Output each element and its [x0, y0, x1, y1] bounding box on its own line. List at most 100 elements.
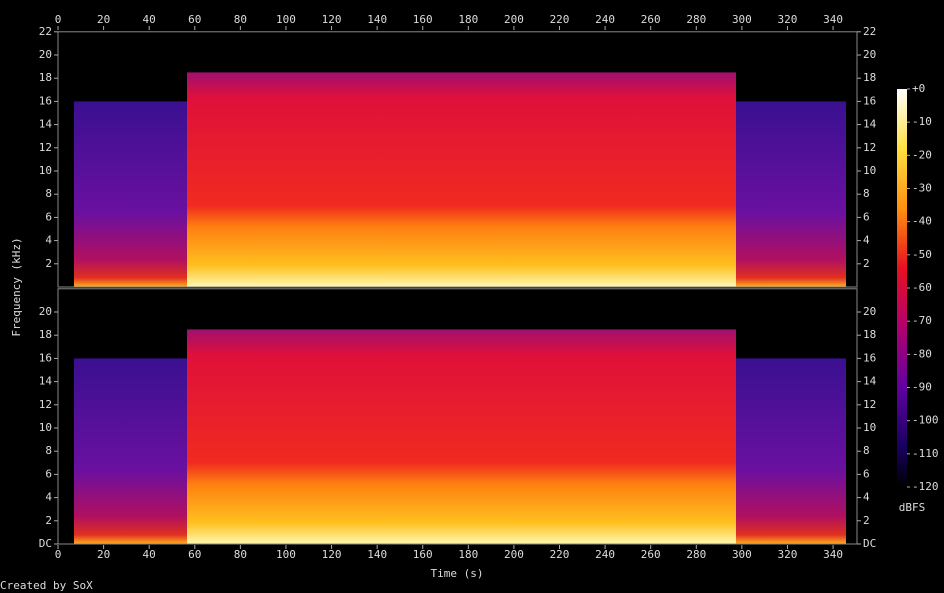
y-tick-label: 6 [863, 467, 870, 480]
x-tick-label: 180 [458, 13, 478, 26]
y-tick-label: 10 [39, 164, 52, 177]
colorbar-tick-label: -90 [912, 381, 932, 394]
y-tick-label: 10 [39, 421, 52, 434]
y-tick-label: 4 [863, 491, 870, 504]
y-tick-label: 20 [863, 48, 876, 61]
y-tick-label: 6 [45, 467, 52, 480]
y-tick-label: 16 [39, 94, 52, 107]
y-tick-label: 6 [863, 210, 870, 223]
x-tick-label: 80 [234, 13, 247, 26]
y-tick-label: 16 [39, 351, 52, 364]
y-tick-label: 22 [863, 25, 876, 38]
x-tick-label: 60 [188, 548, 201, 561]
x-tick-label: 180 [458, 548, 478, 561]
colorbar-tick-label: -60 [912, 281, 932, 294]
colorbar-tick-label: -110 [912, 447, 939, 460]
y-tick-label: 12 [39, 398, 52, 411]
x-tick-label: 240 [595, 13, 615, 26]
y-tick-label: 12 [39, 141, 52, 154]
y-tick-label: DC [39, 537, 52, 550]
colorbar-tick-label: -20 [912, 148, 932, 161]
x-tick-label: 120 [322, 13, 342, 26]
colorbar-tick-label: -70 [912, 314, 932, 327]
x-tick-label: 0 [55, 13, 62, 26]
y-tick-label: 2 [863, 514, 870, 527]
y-tick-label: 14 [863, 118, 877, 131]
x-tick-label: 20 [97, 548, 110, 561]
y-tick-label: 20 [39, 305, 52, 318]
y-tick-label: 16 [863, 351, 876, 364]
y-tick-label: 18 [39, 328, 52, 341]
y-tick-label: 22 [39, 25, 52, 38]
x-tick-label: 260 [641, 548, 661, 561]
x-tick-label: 160 [413, 548, 433, 561]
colorbar-tick-label: -120 [912, 480, 939, 493]
colorbar-tick-label: -40 [912, 215, 932, 228]
x-tick-label: 80 [234, 548, 247, 561]
x-tick-label: 220 [550, 13, 570, 26]
y-tick-label: 10 [863, 164, 876, 177]
x-tick-label: 40 [143, 548, 156, 561]
colorbar-tick-label: -50 [912, 248, 932, 261]
x-tick-label: 60 [188, 13, 201, 26]
y-tick-label: 2 [863, 257, 870, 270]
x-tick-label: 200 [504, 13, 524, 26]
x-tick-label: 100 [276, 13, 296, 26]
colorbar-tick-label: -30 [912, 182, 932, 195]
y-tick-label: 2 [45, 514, 52, 527]
y-tick-label: 8 [45, 444, 52, 457]
spectrum-region [74, 358, 187, 544]
y-axis-label: Frequency (kHz) [10, 237, 23, 336]
x-tick-label: 220 [550, 548, 570, 561]
x-tick-label: 260 [641, 13, 661, 26]
x-tick-label: 340 [823, 13, 843, 26]
y-tick-label: 20 [39, 48, 52, 61]
y-tick-label: 12 [863, 141, 876, 154]
y-tick-label: 2 [45, 257, 52, 270]
x-axis-label: Time (s) [431, 567, 484, 580]
y-tick-label: 10 [863, 421, 876, 434]
colorbar-tick-label: -100 [912, 414, 939, 427]
y-tick-label: 14 [39, 118, 53, 131]
y-tick-label: 18 [863, 71, 876, 84]
colorbar-label: dBFS [899, 501, 926, 514]
spectrum-region [187, 72, 736, 288]
spectrum-region [736, 358, 846, 544]
y-tick-label: 6 [45, 210, 52, 223]
colorbar-tick-label: -80 [912, 347, 932, 360]
colorbar-tick-label: -10 [912, 115, 932, 128]
colorbar-tick-label: +0 [912, 82, 925, 95]
x-tick-label: 160 [413, 13, 433, 26]
y-tick-label: 12 [863, 398, 876, 411]
y-tick-label: 4 [45, 234, 52, 247]
y-tick-label: 14 [39, 375, 53, 388]
y-tick-label: 4 [863, 234, 870, 247]
x-tick-label: 300 [732, 13, 752, 26]
x-tick-label: 240 [595, 548, 615, 561]
y-tick-label: 8 [863, 187, 870, 200]
colorbar [897, 89, 907, 487]
y-tick-label: 8 [863, 444, 870, 457]
spectrum-region [187, 329, 736, 544]
x-tick-label: 340 [823, 548, 843, 561]
x-tick-label: 320 [778, 548, 798, 561]
x-tick-label: 20 [97, 13, 110, 26]
x-tick-label: 280 [686, 13, 706, 26]
y-tick-label: 18 [863, 328, 876, 341]
y-tick-label: 4 [45, 491, 52, 504]
plot-frame [57, 31, 858, 288]
x-tick-label: 0 [55, 548, 62, 561]
x-tick-label: 120 [322, 548, 342, 561]
x-tick-label: 100 [276, 548, 296, 561]
x-tick-label: 200 [504, 548, 524, 561]
spectrum-region [74, 101, 187, 288]
y-tick-label: 16 [863, 94, 876, 107]
y-tick-label: 8 [45, 187, 52, 200]
x-tick-label: 280 [686, 548, 706, 561]
x-tick-label: 40 [143, 13, 156, 26]
x-tick-label: 320 [778, 13, 798, 26]
y-tick-label: 20 [863, 305, 876, 318]
y-tick-label: DC [863, 537, 876, 550]
spectrum-region [736, 101, 846, 288]
